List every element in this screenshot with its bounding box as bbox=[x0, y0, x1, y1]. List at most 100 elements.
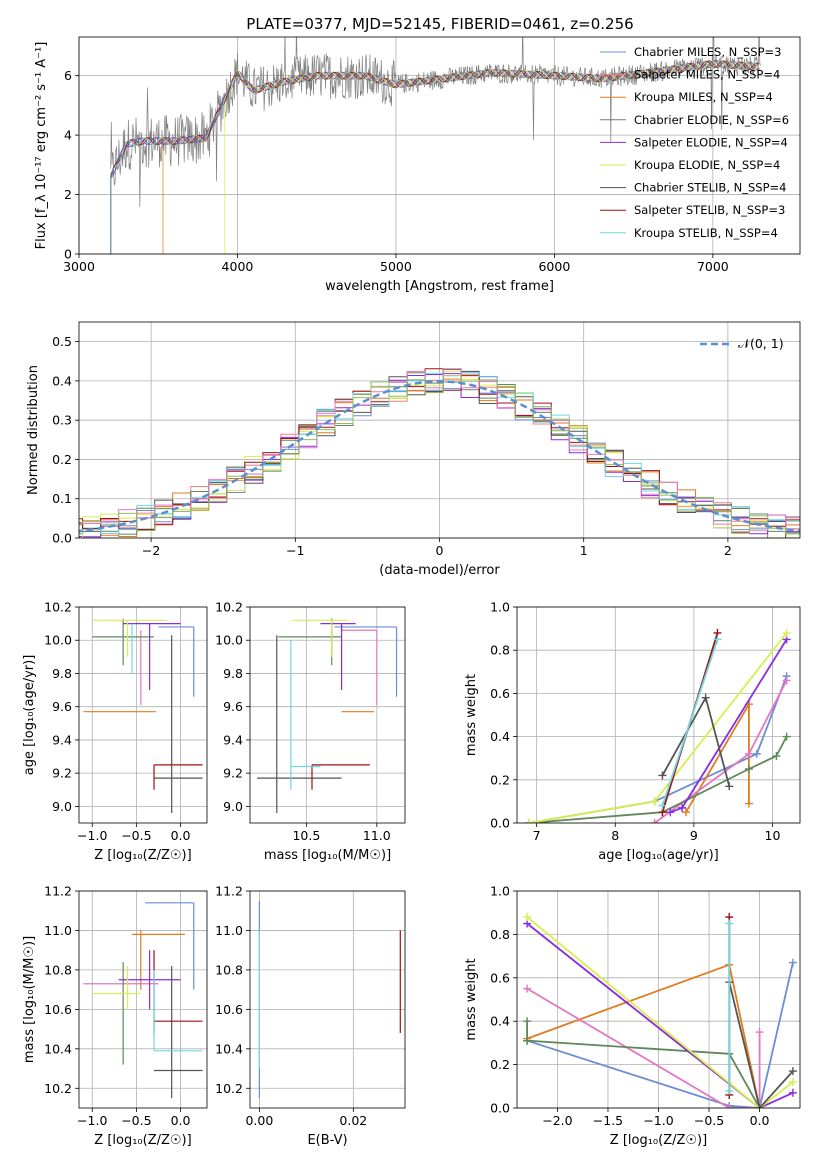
panel-weight-vs-metallicity: −2.0 −1.5 −1.0 −0.5 0.0 0.0 0.2 0.4 0.6 0.8 1.0 Z [… bbox=[464, 884, 801, 1148]
plot-area bbox=[524, 628, 791, 823]
axes-frame bbox=[516, 606, 801, 824]
x-tick-label: 6000 bbox=[538, 259, 570, 274]
axes-frame bbox=[249, 890, 406, 1109]
y-tick-label: 9.6 bbox=[223, 699, 243, 714]
grid bbox=[517, 890, 800, 1109]
panel-mass-vs-metallicity: −1.0 −0.5 0.0 10.2 10.4 10.6 10.8 11.0 11.2 Z [lo… bbox=[22, 884, 208, 1148]
mass-weight-marker bbox=[755, 1104, 764, 1108]
x-axis-label: Z [log₁₀(Z/Z☉)] bbox=[94, 1133, 191, 1148]
mass-weight-line bbox=[526, 916, 794, 1108]
x-tick-label: 7000 bbox=[697, 259, 729, 274]
y-axis-label: mass [log₁₀(M/M☉)] bbox=[22, 936, 37, 1063]
y-tick-label: 10.4 bbox=[215, 1041, 243, 1056]
axes-frame bbox=[78, 890, 208, 1109]
y-tick-label: 0.4 bbox=[490, 1014, 510, 1029]
mass-weight-marker bbox=[772, 752, 781, 761]
x-axis-label: E(B-V) bbox=[307, 1133, 347, 1148]
x-tick-label: 10 bbox=[765, 828, 781, 843]
mass-weight-marker bbox=[658, 801, 667, 810]
y-tick-label: 10.0 bbox=[215, 633, 243, 648]
x-tick-label: 3000 bbox=[63, 259, 95, 274]
residual-histogram bbox=[79, 372, 800, 538]
y-tick-label: 0.2 bbox=[490, 1057, 510, 1072]
mass-weight-marker bbox=[788, 1077, 797, 1086]
mass-weight-marker bbox=[744, 765, 753, 773]
y-tick-label: 9.0 bbox=[52, 799, 72, 814]
mass-weight-marker bbox=[682, 808, 691, 817]
mass-weight-line bbox=[526, 987, 761, 1108]
model-spectrum-line bbox=[110, 60, 760, 254]
mass-weight-marker bbox=[752, 749, 761, 758]
x-axis-label: mass [log₁₀(M/M☉)] bbox=[264, 848, 391, 863]
y-tick-label: 10.8 bbox=[215, 962, 243, 977]
plot-area bbox=[523, 913, 797, 1108]
grid bbox=[250, 606, 405, 823]
y-tick-label: 4 bbox=[64, 128, 72, 143]
mass-weight-marker bbox=[650, 797, 659, 806]
x-tick-label: 0.0 bbox=[171, 828, 191, 843]
y-tick-label: 10.0 bbox=[44, 633, 72, 648]
y-axis-label: mass weight bbox=[464, 958, 479, 1040]
legend-entry: Chabrier STELIB, N_SSP=4 bbox=[634, 181, 786, 195]
mass-weight-marker bbox=[755, 1028, 764, 1037]
y-tick-label: 1.0 bbox=[490, 884, 510, 899]
model-spectrum-line bbox=[110, 60, 760, 254]
x-tick-label: 9 bbox=[690, 828, 698, 843]
plot-area bbox=[257, 618, 398, 814]
y-tick-label: 0.6 bbox=[490, 686, 510, 701]
grid bbox=[79, 890, 207, 1108]
y-tick-label: 9.2 bbox=[223, 766, 243, 781]
y-tick-label: 0.8 bbox=[490, 643, 510, 658]
y-tick-label: 10.6 bbox=[44, 1002, 72, 1017]
y-tick-label: 10.2 bbox=[44, 600, 72, 615]
legend-entry: Salpeter STELIB, N_SSP=3 bbox=[634, 203, 785, 217]
mass-weight-marker bbox=[523, 1036, 532, 1045]
legend-entry: Chabrier MILES, N_SSP=3 bbox=[634, 45, 781, 59]
x-tick-label: 8 bbox=[611, 828, 619, 843]
legend-entry: Salpeter ELODIE, N_SSP=4 bbox=[634, 135, 788, 149]
plot-area bbox=[83, 618, 203, 814]
x-tick-label: −0.5 bbox=[121, 828, 151, 843]
y-tick-label: 10.2 bbox=[215, 600, 243, 615]
y-tick-label: 11.2 bbox=[44, 884, 72, 899]
axes-frame bbox=[78, 606, 208, 824]
mass-weight-marker bbox=[725, 1086, 734, 1095]
legend-entry: Kroupa ELODIE, N_SSP=4 bbox=[634, 158, 780, 172]
grid bbox=[250, 890, 405, 1108]
x-tick-label: 4000 bbox=[222, 259, 254, 274]
legend-entry: Chabrier ELODIE, N_SSP=6 bbox=[634, 113, 789, 127]
observed-spectrum bbox=[110, 37, 761, 207]
panel-spectrum: 3000 4000 5000 6000 7000 0 2 4 6 wavelength [Angs… bbox=[34, 36, 801, 294]
mass-weight-marker bbox=[713, 635, 722, 644]
x-tick-label: −0.5 bbox=[121, 1113, 151, 1128]
plot-area bbox=[83, 902, 203, 1099]
y-tick-label: 0.1 bbox=[52, 491, 72, 506]
mass-weight-marker bbox=[788, 958, 797, 967]
x-axis-label: wavelength [Angstrom, rest frame] bbox=[325, 279, 554, 294]
figure-title: PLATE=0377, MJD=52145, FIBERID=0461, z=0… bbox=[246, 15, 633, 33]
plot-area bbox=[110, 37, 761, 254]
x-tick-label: 0.0 bbox=[750, 1113, 770, 1128]
mass-weight-marker bbox=[523, 1017, 532, 1026]
mass-weight-marker bbox=[725, 1104, 734, 1108]
y-axis-label: mass weight bbox=[464, 674, 479, 756]
y-tick-label: 10.4 bbox=[44, 1041, 72, 1056]
mass-weight-line bbox=[526, 922, 794, 1108]
x-tick-label: 5000 bbox=[380, 259, 412, 274]
mass-weight-line bbox=[528, 632, 788, 823]
mass-weight-marker bbox=[658, 771, 667, 780]
mass-weight-marker bbox=[788, 1088, 797, 1097]
mass-weight-marker bbox=[523, 913, 532, 922]
x-tick-label: 2 bbox=[724, 543, 732, 558]
mass-weight-marker bbox=[701, 693, 710, 702]
x-axis-label: Z [log₁₀(Z/Z☉)] bbox=[94, 848, 191, 863]
mass-weight-marker bbox=[725, 782, 734, 791]
y-tick-label: 10.8 bbox=[44, 962, 72, 977]
y-tick-label: 0.2 bbox=[52, 452, 72, 467]
x-tick-label: 7 bbox=[533, 828, 541, 843]
x-tick-label: 11.0 bbox=[363, 828, 391, 843]
x-tick-label: −1 bbox=[286, 543, 304, 558]
y-tick-label: 0.0 bbox=[490, 1101, 510, 1116]
mass-weight-marker bbox=[666, 808, 675, 817]
mass-weight-marker bbox=[782, 676, 791, 685]
